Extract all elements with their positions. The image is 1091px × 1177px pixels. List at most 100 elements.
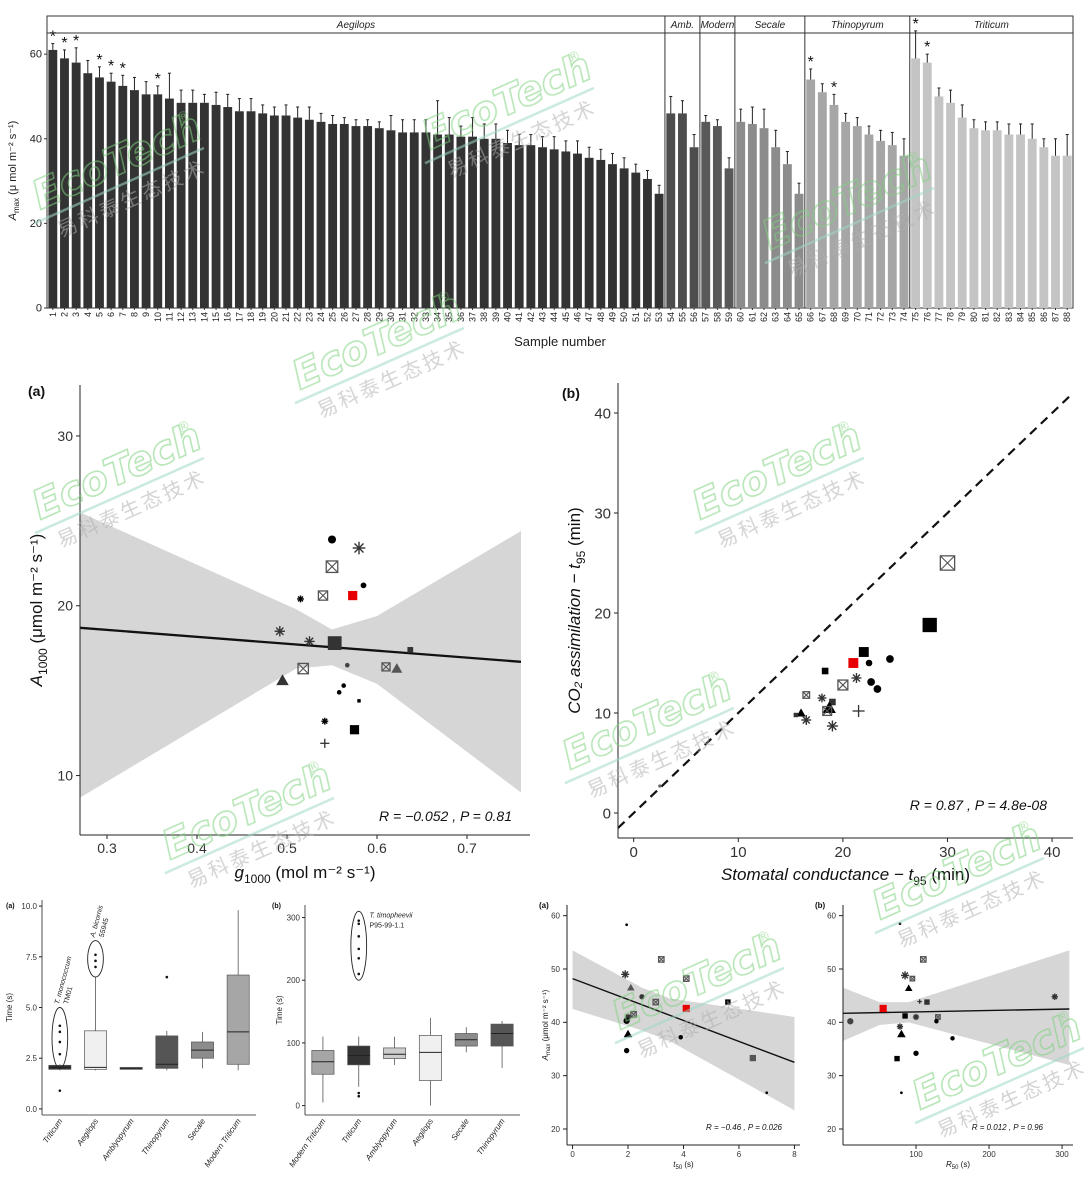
y-tick-label: 40 bbox=[551, 1018, 560, 1027]
scatter-panel-r50: 100 200 300 20 30 40 50 60(b) R = 0.012 , P = 0.… bbox=[815, 901, 1073, 1171]
y-tick-label: 50 bbox=[827, 965, 836, 974]
point-square-shape bbox=[749, 1054, 756, 1062]
x-tick-label: 82 bbox=[992, 312, 1002, 322]
point-square bbox=[357, 699, 361, 703]
bar bbox=[841, 121, 851, 308]
y-tick-label: 60 bbox=[551, 911, 560, 920]
outlier-point bbox=[165, 975, 169, 979]
point-circle-shape bbox=[873, 685, 882, 693]
point-triangle bbox=[897, 1029, 906, 1038]
point-circle-shape bbox=[678, 1035, 683, 1040]
x-tick-label: 20 bbox=[835, 844, 852, 861]
x-tick-label: 0.6 bbox=[367, 840, 387, 856]
bar bbox=[351, 126, 361, 308]
point-xbox bbox=[939, 555, 956, 571]
watermark-reg: ® bbox=[434, 287, 453, 307]
bar bbox=[608, 164, 617, 308]
bar bbox=[95, 77, 104, 308]
bar bbox=[223, 107, 233, 309]
point-xbox bbox=[317, 590, 329, 601]
x-tick-label: 4 bbox=[83, 312, 93, 317]
point-xbox-frame bbox=[682, 975, 690, 982]
bar bbox=[83, 73, 93, 308]
x-tick-label: 57 bbox=[701, 312, 711, 322]
outlier-point bbox=[357, 919, 361, 922]
y-tick-label: 60 bbox=[30, 49, 42, 61]
x-tick-label: 75 bbox=[911, 312, 921, 322]
group-label: Triticum bbox=[974, 20, 1009, 31]
x-tick-label: 48 bbox=[596, 312, 606, 322]
point-square-shape bbox=[829, 698, 836, 706]
point-asterisk-arm bbox=[802, 716, 811, 724]
watermark-underline bbox=[424, 86, 595, 165]
point-circle-shape bbox=[900, 1091, 903, 1095]
outlier-point bbox=[94, 965, 97, 969]
box-panel-b: Modern Triticum Triticum Amblyopyrum Aegilo… bbox=[272, 903, 520, 1169]
bar bbox=[60, 58, 69, 309]
x-tick-label: 36 bbox=[456, 312, 466, 322]
bar bbox=[374, 128, 384, 308]
y-tick-label: 300 bbox=[287, 914, 301, 923]
x-tick-label: 31 bbox=[398, 312, 408, 322]
y-tick-label: 50 bbox=[551, 965, 560, 974]
x-tick-label: 86 bbox=[1039, 312, 1049, 322]
y-axis-title: CO₂ assimilation − t95 (min) bbox=[565, 507, 588, 713]
point-asterisk bbox=[1051, 993, 1058, 1000]
x-tick-label: 10 bbox=[730, 844, 747, 861]
point-asterisk bbox=[352, 541, 366, 555]
point-asterisk bbox=[621, 970, 630, 979]
point-xbox-cross bbox=[802, 691, 810, 699]
point-square bbox=[348, 590, 358, 601]
y-axis-title: A1000 (μmol m⁻² s⁻¹) bbox=[27, 534, 50, 688]
point-square bbox=[725, 999, 731, 1005]
watermark-reg: ® bbox=[754, 927, 773, 947]
bar bbox=[643, 178, 652, 308]
point-square-shape bbox=[858, 647, 869, 657]
point-xbox bbox=[652, 998, 660, 1006]
x-axis-title: R50 (s) bbox=[946, 1160, 970, 1171]
point-circle-shape bbox=[765, 1091, 769, 1095]
x-tick-label: 62 bbox=[759, 312, 769, 322]
watermark-reg: ® bbox=[904, 147, 923, 167]
point-circle bbox=[336, 690, 342, 695]
x-tick-label: 56 bbox=[689, 312, 699, 322]
point-asterisk bbox=[274, 626, 285, 637]
category-label: Thinopyrum bbox=[475, 1117, 507, 1157]
point-square-shape bbox=[922, 617, 937, 633]
point-asterisk-arm bbox=[639, 994, 645, 1000]
bar bbox=[666, 113, 676, 308]
bar bbox=[188, 102, 198, 308]
callout-ellipse bbox=[350, 910, 368, 981]
bar bbox=[1027, 138, 1037, 308]
point-xbox-cross bbox=[822, 706, 832, 716]
outlier-point bbox=[58, 1030, 62, 1034]
point-triangle bbox=[391, 663, 403, 673]
point-asterisk bbox=[851, 673, 862, 683]
bar bbox=[887, 145, 897, 308]
point-circle bbox=[765, 1091, 769, 1095]
x-tick-label: 28 bbox=[363, 312, 373, 322]
point-asterisk bbox=[896, 1023, 904, 1030]
group-label: Thinopyrum bbox=[831, 20, 884, 31]
point-triangle-shape bbox=[796, 708, 806, 717]
bar bbox=[398, 132, 408, 308]
point-xbox-frame bbox=[935, 1014, 941, 1020]
category-label: Thinopyrum bbox=[140, 1117, 172, 1157]
x-tick-label: 61 bbox=[747, 312, 757, 322]
y-tick-label: 30 bbox=[594, 505, 611, 522]
x-axis-title: Stomatal conductance − t95 (min) bbox=[721, 865, 970, 888]
point-asterisk-arm bbox=[297, 596, 304, 602]
bar bbox=[864, 134, 874, 308]
x-tick-label: 69 bbox=[841, 312, 851, 322]
point-circle-shape bbox=[658, 784, 662, 788]
x-tick-label: 63 bbox=[771, 312, 781, 322]
bar bbox=[176, 102, 186, 308]
point-asterisk-arm bbox=[818, 694, 826, 702]
x-tick-label: 34 bbox=[433, 312, 443, 322]
y-tick-label: 40 bbox=[594, 405, 611, 422]
category-label: Modern Triticum bbox=[203, 1117, 243, 1169]
point-xbox bbox=[630, 1010, 637, 1018]
bar bbox=[339, 123, 349, 308]
point-circle-shape bbox=[886, 655, 894, 663]
